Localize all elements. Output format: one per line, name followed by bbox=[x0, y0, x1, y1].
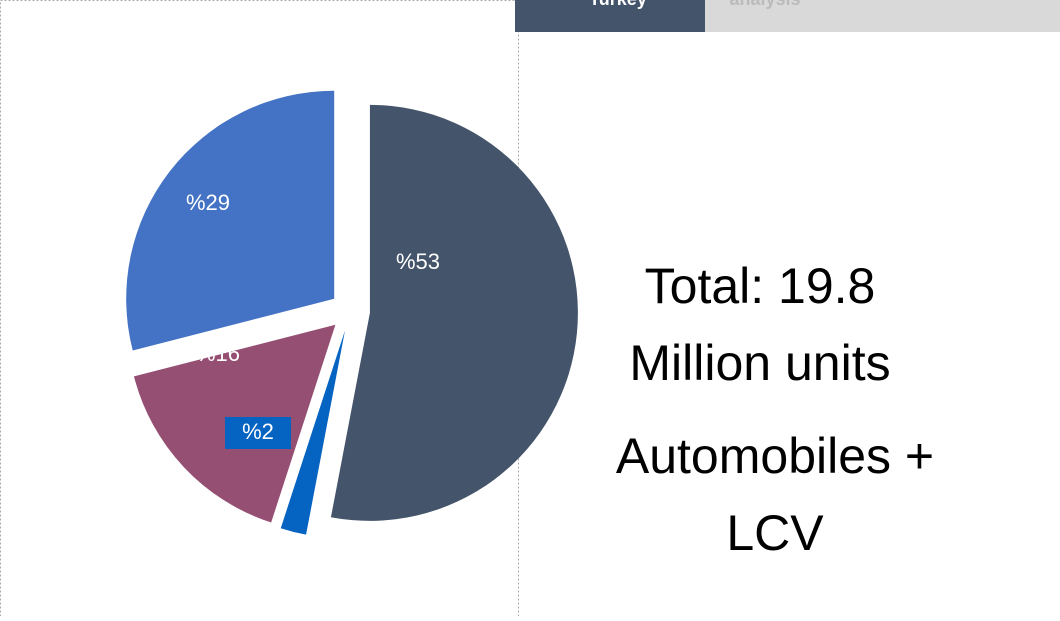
annotation: Total: 19.8 bbox=[645, 258, 876, 314]
annotation: LCV bbox=[726, 505, 824, 561]
pie-slice bbox=[330, 104, 578, 521]
tab-label[interactable]: analysis bbox=[729, 0, 800, 9]
tab[interactable] bbox=[705, 0, 1060, 32]
pie-slice bbox=[280, 330, 346, 535]
label-box bbox=[225, 417, 291, 449]
pie-slice bbox=[126, 90, 335, 351]
data-label: %29 bbox=[186, 190, 230, 215]
data-label: %16 bbox=[196, 341, 240, 366]
data-label: %2 bbox=[242, 419, 274, 444]
tab-label[interactable]: Turkey bbox=[589, 0, 647, 9]
data-label: %53 bbox=[396, 249, 440, 274]
pie-labels: %53 %2 %16 %29 bbox=[186, 190, 440, 449]
pie bbox=[126, 90, 578, 535]
annotation: Automobiles + bbox=[616, 428, 934, 484]
annotation: Million units bbox=[629, 335, 890, 391]
tab-active[interactable] bbox=[515, 0, 705, 32]
